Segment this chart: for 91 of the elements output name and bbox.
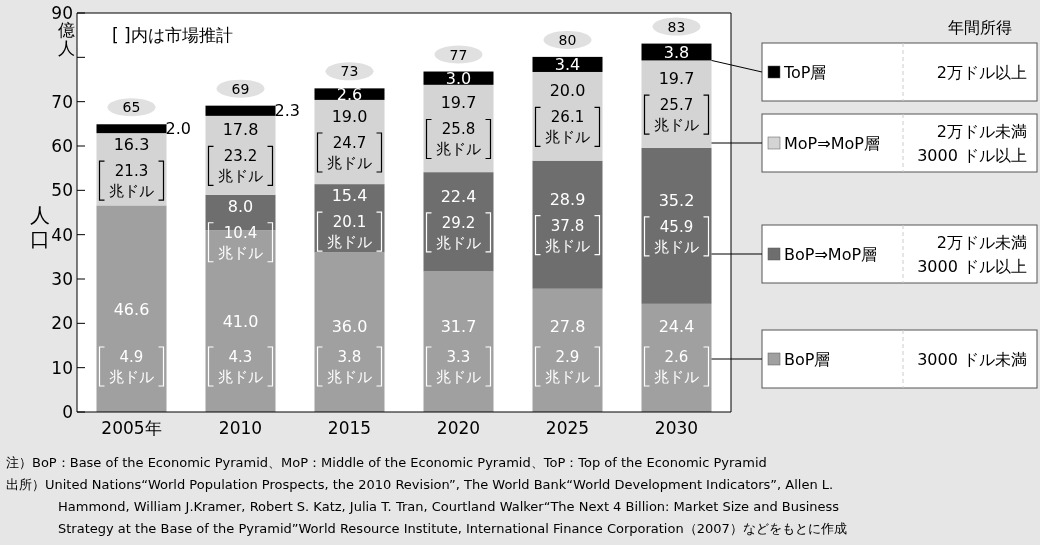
y-tick-label: 0 bbox=[62, 402, 73, 422]
annotation: 25.8 兆ドル bbox=[436, 120, 481, 159]
bar bbox=[423, 84, 494, 173]
data-label: 3.8 bbox=[663, 43, 690, 63]
y-tick-label: 70 bbox=[51, 91, 73, 112]
x-tick-label: 2020 bbox=[436, 418, 481, 438]
bar bbox=[641, 303, 712, 412]
data-label: 16.3 bbox=[113, 135, 150, 155]
annotation: 25.7 兆ドル bbox=[654, 96, 699, 135]
y-tick-label: 90 bbox=[51, 3, 73, 23]
annotation: 45.9 兆ドル bbox=[654, 217, 699, 256]
x-tick-label: 2015 bbox=[327, 418, 372, 438]
data-label: 36.0 bbox=[331, 317, 368, 336]
total-label: 73 bbox=[340, 63, 359, 80]
text: 年間所得 bbox=[948, 18, 1012, 37]
legend-label: ToP層 bbox=[783, 63, 827, 82]
annotation: 24.7 兆ドル bbox=[327, 134, 372, 173]
data-label: 28.9 bbox=[549, 189, 586, 209]
bar bbox=[423, 172, 494, 272]
data-label: 24.4 bbox=[658, 317, 695, 336]
annotation: 2.9 兆ドル bbox=[545, 348, 590, 386]
x-tick-label: 2030 bbox=[654, 418, 699, 438]
annotation: 29.2 兆ドル bbox=[436, 213, 481, 252]
annotation: [ ]内は市場推計 bbox=[112, 25, 233, 45]
y-tick-label: 10 bbox=[51, 357, 73, 378]
bar bbox=[532, 71, 603, 161]
data-label: 3.4 bbox=[554, 55, 581, 75]
data-label: 46.6 bbox=[113, 299, 150, 319]
y-tick-label: 60 bbox=[51, 136, 73, 156]
bar bbox=[532, 288, 603, 412]
text: 2万ドル以上 bbox=[936, 63, 1027, 82]
bar bbox=[96, 205, 167, 412]
data-label: 2.0 bbox=[165, 118, 191, 138]
data-label: 15.4 bbox=[331, 186, 368, 206]
bar bbox=[314, 252, 385, 412]
annotation: 4.9 兆ドル bbox=[109, 348, 154, 386]
data-label: 31.7 bbox=[440, 317, 477, 336]
annotation: 26.1 兆ドル bbox=[545, 108, 590, 147]
x-tick-label: 2010 bbox=[218, 418, 263, 438]
total-label: 80 bbox=[558, 31, 577, 48]
text: 注）BoP：Base of the Economic Pyramid、MoP：Middle of the Economic Pyramid、ToP：Top of the Economic Pyramid bbox=[6, 455, 767, 470]
total-label: 83 bbox=[667, 18, 686, 35]
data-label: 17.8 bbox=[222, 120, 259, 140]
annotation: 3.8 兆ドル bbox=[327, 348, 372, 386]
annotation: 4.3 兆ドル bbox=[218, 348, 263, 386]
y-tick-label: 20 bbox=[51, 313, 73, 334]
annotation: 3.3 兆ドル bbox=[436, 348, 481, 386]
y-axis-title: 人口 bbox=[30, 203, 50, 251]
data-label: 2.6 bbox=[336, 85, 363, 105]
annotation: 2.6 兆ドル bbox=[654, 348, 699, 386]
total-label: 69 bbox=[231, 80, 250, 97]
bar bbox=[205, 105, 276, 116]
bar bbox=[314, 99, 385, 185]
text: 3000 ドル未満 bbox=[917, 350, 1027, 369]
annotation: 37.8 兆ドル bbox=[545, 216, 590, 255]
data-label: 35.2 bbox=[658, 190, 695, 210]
bar bbox=[423, 271, 494, 412]
annotation: 20.1 兆ドル bbox=[327, 213, 372, 252]
data-label: 8.0 bbox=[227, 196, 254, 216]
text: 出所）United Nations“World Population Prospects, the 2010 Revision”, The World Bank“World Development Indicators”, Allen L. Hammond, William J.Kramer, Robert S. Katz, Julia T. Tran, Courtland Walker“The Next 4 Billion: Market Size and Business Strategy at the Base of the Pyramid”World Resource Institute, International Finance Corporation（2007）などをもとに作成 bbox=[6, 477, 847, 536]
text: 2万ドル未満 3000 ドル以上 bbox=[917, 233, 1027, 276]
y-tick-label: 50 bbox=[51, 180, 73, 201]
total-label: 77 bbox=[449, 46, 468, 63]
legend-label: MoP⇒MoP層 bbox=[784, 134, 880, 153]
bar bbox=[96, 133, 167, 206]
bar bbox=[532, 160, 603, 289]
legend-label: BoP⇒MoP層 bbox=[784, 245, 878, 264]
legend-label: BoP層 bbox=[784, 350, 831, 369]
data-label: 27.8 bbox=[549, 317, 586, 336]
annotation: 10.4 兆ドル bbox=[218, 223, 263, 262]
annotation: 23.2 兆ドル bbox=[218, 147, 263, 186]
data-label: 41.0 bbox=[222, 312, 259, 332]
y-tick-label: 30 bbox=[51, 269, 73, 289]
y-tick-label: 40 bbox=[51, 224, 73, 245]
bar bbox=[641, 147, 712, 304]
total-label: 65 bbox=[122, 99, 141, 116]
data-label: 19.7 bbox=[658, 69, 695, 89]
data-label: 3.0 bbox=[445, 69, 472, 89]
x-tick-label: 2025 bbox=[545, 418, 590, 438]
bar bbox=[641, 60, 712, 148]
data-label: 2.3 bbox=[274, 100, 300, 120]
bar bbox=[205, 115, 276, 195]
annotation: 21.3 兆ドル bbox=[109, 162, 154, 201]
x-tick-label: 2005年 bbox=[101, 418, 162, 438]
data-label: 22.4 bbox=[440, 186, 477, 206]
bar bbox=[96, 124, 167, 134]
data-label: 20.0 bbox=[549, 81, 586, 101]
data-label: 19.7 bbox=[440, 93, 477, 113]
data-label: 19.0 bbox=[331, 107, 368, 127]
text: 2万ドル未満 3000 ドル以上 bbox=[917, 122, 1027, 165]
text: 億人 bbox=[57, 20, 75, 58]
